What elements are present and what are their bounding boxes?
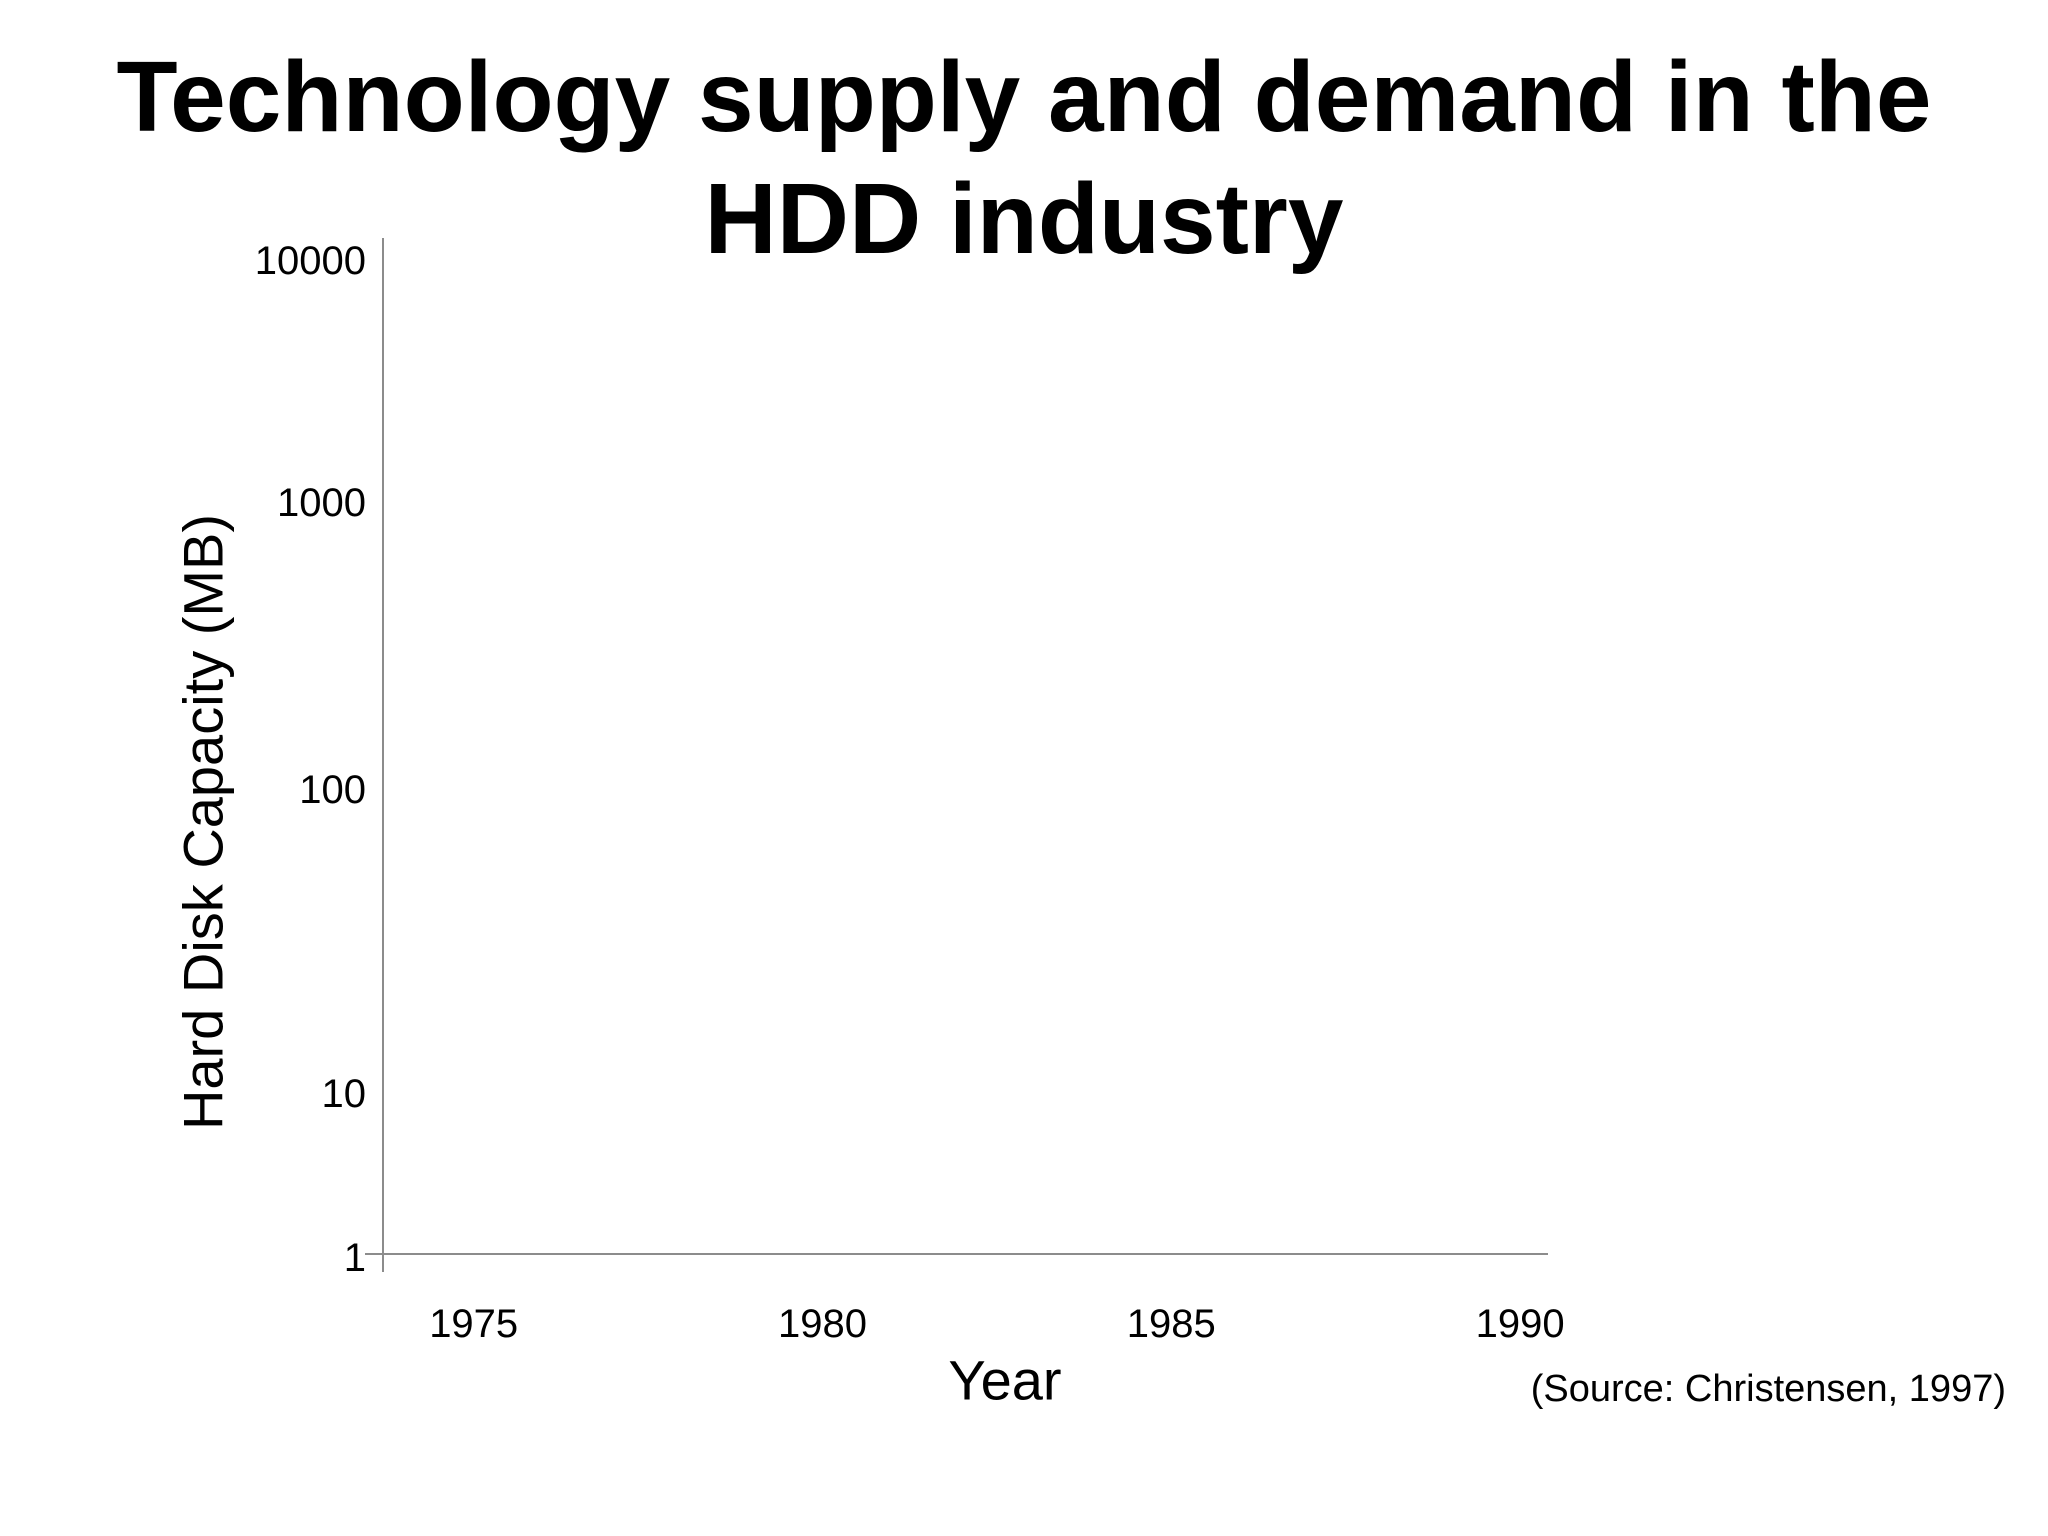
- x-tick-label: 1980: [778, 1302, 867, 1346]
- source-note: (Source: Christensen, 1997): [1530, 1368, 2006, 1410]
- y-tick-label: 1: [344, 1236, 366, 1280]
- y-tick-label: 100: [299, 768, 366, 812]
- x-tick-label: 1975: [429, 1302, 518, 1346]
- x-tick-label: 1985: [1127, 1302, 1216, 1346]
- y-tick-label: 1000: [277, 481, 366, 525]
- y-tick-label: 10000: [255, 239, 366, 283]
- x-tick-labels: 1975 1980 1985 1990: [429, 1302, 1564, 1346]
- x-tick-label: 1990: [1476, 1302, 1565, 1346]
- y-tick-labels: 1 10 100 1000 10000: [255, 239, 366, 1280]
- y-axis-title: Hard Disk Capacity (MB): [172, 514, 235, 1130]
- chart-title: Technology supply and demand in the HDD …: [116, 41, 1932, 275]
- y-tick-label: 10: [322, 1072, 367, 1116]
- x-axis-title: Year: [948, 1349, 1061, 1412]
